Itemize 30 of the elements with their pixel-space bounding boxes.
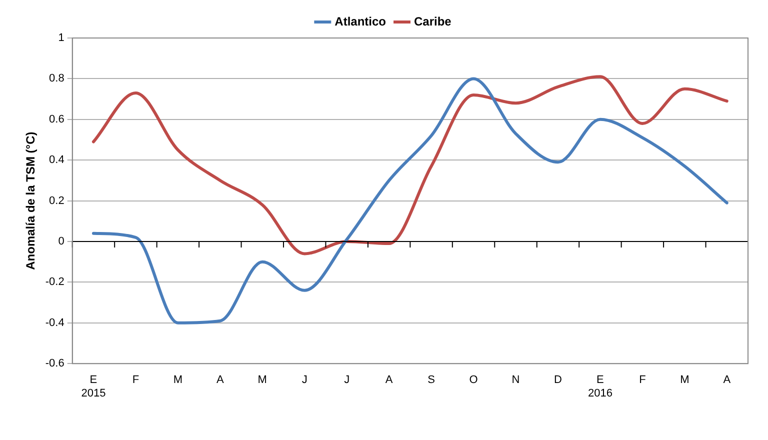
y-tick-label: 0.8 bbox=[49, 72, 64, 85]
line-series bbox=[92, 75, 728, 256]
x-tick-label: M bbox=[680, 374, 690, 386]
y-tick-label: 0.2 bbox=[49, 194, 64, 207]
x-tick-label: O bbox=[469, 374, 478, 386]
y-axis-title: Anomalía de la TSM (°C) bbox=[24, 132, 38, 270]
x-tick-label: J bbox=[302, 374, 308, 386]
x-tick-label: M bbox=[258, 374, 267, 386]
x-tick-label: E 2016 bbox=[588, 374, 612, 400]
y-tick-label: -0.6 bbox=[45, 358, 64, 370]
x-tick-label: A bbox=[385, 374, 394, 386]
x-tick-label: F bbox=[132, 374, 140, 386]
legend-label: Caribe bbox=[414, 14, 452, 28]
x-tick-label: F bbox=[639, 374, 646, 386]
y-tick-label: -0.4 bbox=[45, 316, 64, 329]
line-series bbox=[92, 77, 728, 324]
y-tick-label: -0.2 bbox=[45, 276, 64, 288]
x-tick-label: D bbox=[554, 374, 562, 386]
x-tick-label: A bbox=[216, 374, 224, 386]
x-tick-label: A bbox=[723, 374, 732, 386]
x-tick-label: M bbox=[173, 374, 183, 386]
y-tick-label: 0.4 bbox=[49, 154, 64, 166]
y-tick-label: 0.6 bbox=[49, 113, 64, 126]
x-tick-label: S bbox=[428, 374, 435, 386]
x-tick-label: J bbox=[344, 374, 350, 386]
legend-label: Atlantico bbox=[334, 14, 386, 28]
x-tick-label: N bbox=[512, 374, 520, 386]
y-tick-label: 1 bbox=[58, 32, 64, 44]
x-tick-label: E 2015 bbox=[81, 374, 106, 400]
y-tick-label: 0 bbox=[58, 236, 64, 248]
